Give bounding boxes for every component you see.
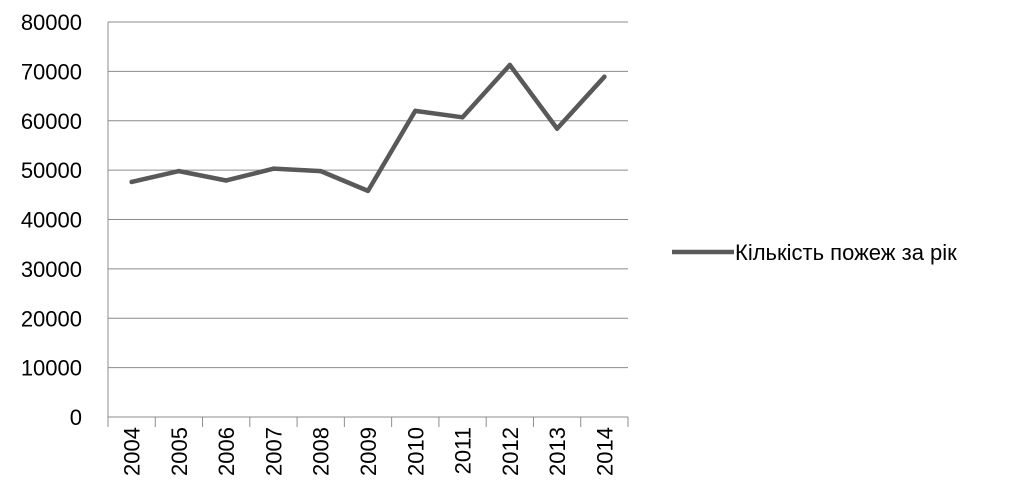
- x-tick-label: 2013: [545, 427, 570, 476]
- gridlines: [108, 21, 628, 369]
- x-tick-label: 2011: [451, 427, 476, 474]
- series-line: [129, 62, 607, 194]
- y-tick-label: 80000: [21, 10, 82, 35]
- axes: [107, 22, 629, 427]
- y-tick-label: 0: [70, 405, 82, 430]
- x-tick-label: 2010: [403, 427, 428, 476]
- y-tick-label: 60000: [21, 109, 82, 134]
- x-tick-label: 2004: [120, 427, 145, 476]
- data-point: [460, 115, 465, 120]
- x-tick-label: 2008: [309, 427, 334, 476]
- y-tick-labels: 0 10000 20000 30000 40000 50000 60000 70000 8000…: [21, 10, 82, 430]
- data-point: [129, 179, 134, 185]
- x-tick-label: 2009: [356, 427, 381, 476]
- y-tick-label: 40000: [21, 208, 82, 233]
- x-tick-label: 2006: [214, 427, 239, 476]
- y-tick-label: 50000: [21, 158, 82, 183]
- data-point: [413, 108, 418, 114]
- data-point: [318, 168, 323, 174]
- x-tick-label: 2007: [261, 427, 286, 476]
- legend: Кількість пожеж за рік: [672, 240, 957, 265]
- y-tick-label: 10000: [21, 356, 82, 381]
- data-point: [223, 178, 229, 183]
- data-point: [602, 74, 607, 80]
- y-tick-label: 70000: [21, 59, 82, 84]
- legend-label: Кількість пожеж за рік: [735, 240, 957, 265]
- x-tick-label: 2012: [498, 427, 523, 476]
- data-point: [271, 166, 276, 171]
- series-layer: [129, 62, 607, 194]
- x-tick-label: 2005: [167, 427, 192, 476]
- data-point: [176, 168, 182, 174]
- data-point: [554, 126, 560, 131]
- y-tick-label: 30000: [21, 257, 82, 282]
- y-tick-label: 20000: [21, 306, 82, 331]
- x-tick-label: 2014: [592, 427, 617, 476]
- x-tick-labels: 2004 2005 2006 2007 2008 2009 2010 2011 2012 2013…: [120, 427, 618, 476]
- data-point: [507, 62, 513, 68]
- data-point: [365, 188, 371, 194]
